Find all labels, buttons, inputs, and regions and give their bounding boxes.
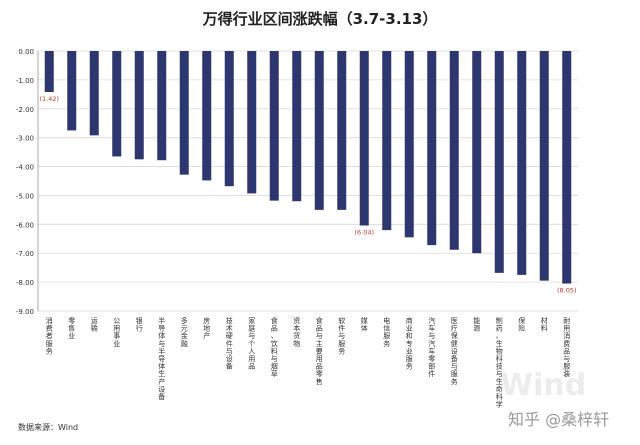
x-tick-label: 电信服务	[383, 316, 390, 348]
x-tick-label: 商业和专业服务	[406, 316, 413, 371]
y-tick-label: -8.00	[16, 279, 34, 287]
x-tick-label: 半导体与半导体生产设备	[158, 316, 165, 401]
data-label: (8.05)	[557, 287, 577, 295]
bar	[157, 51, 167, 161]
bar	[134, 51, 144, 160]
bar	[179, 51, 189, 175]
data-source-note: 数据来源：Wind	[18, 423, 79, 432]
bar	[494, 51, 504, 273]
y-tick-label: -9.00	[16, 308, 34, 316]
wind-watermark: Wind	[500, 368, 587, 403]
x-tick-label: 运输	[91, 317, 98, 333]
y-tick-label: -3.00	[16, 135, 34, 143]
bar	[359, 51, 369, 226]
x-tick-label: 公用事业	[113, 317, 120, 348]
bar	[562, 51, 572, 284]
y-tick-label: -7.00	[16, 250, 34, 258]
bar	[472, 51, 482, 254]
bar	[202, 51, 212, 181]
zhihu-credit: 知乎 @桑梓轩	[508, 410, 610, 429]
data-label: (6.04)	[354, 228, 374, 236]
bar	[224, 51, 234, 187]
bar	[112, 51, 122, 157]
x-tick-label: 汽车与汽车零部件	[428, 316, 435, 378]
x-tick-label: 家庭与个人用品	[248, 316, 255, 371]
bar	[89, 51, 99, 136]
x-tick-label: 多元金融	[181, 316, 188, 348]
bar	[292, 51, 302, 202]
bar	[427, 51, 437, 246]
x-tick-label: 零售业	[68, 317, 75, 340]
bar	[247, 51, 257, 194]
x-tick-label: 医疗保健设备与服务	[451, 317, 458, 386]
data-label: (1.42)	[39, 95, 59, 103]
x-tick-label: 食品与主要用品零售	[316, 316, 323, 386]
bar	[517, 51, 527, 275]
y-tick-label: -6.00	[16, 221, 34, 229]
x-tick-label: 技术硬件与设备	[226, 316, 233, 371]
chart-title: 万得行业区间涨跌幅（3.7-3.13）	[202, 10, 438, 28]
bar	[67, 51, 77, 131]
bar	[337, 51, 347, 210]
x-tick-label: 能源	[473, 316, 480, 333]
y-tick-label: 0.00	[18, 48, 34, 56]
y-tick-label: -4.00	[16, 164, 34, 172]
x-tick-label: 软件与服务	[338, 316, 345, 355]
bar	[404, 51, 414, 238]
x-tick-label: 材料	[541, 316, 548, 333]
x-tick-label: 媒体	[361, 316, 368, 333]
x-tick-label: 消费者服务	[46, 316, 53, 355]
x-tick-label: 保险	[518, 316, 525, 333]
bar	[449, 51, 459, 250]
y-tick-label: -1.00	[16, 77, 34, 85]
bar	[382, 51, 392, 231]
bar	[44, 51, 54, 93]
y-tick-label: -5.00	[16, 192, 34, 200]
x-tick-label: 银行	[136, 316, 143, 333]
x-tick-label: 耐用消费品与服装	[563, 316, 570, 378]
x-tick-label: 食品、饮料与烟草	[271, 316, 278, 378]
x-tick-label: 制药、生物科技与生命科学	[496, 316, 503, 409]
y-tick-label: -2.00	[16, 106, 34, 114]
bar	[314, 51, 324, 210]
bar	[539, 51, 549, 281]
bar	[269, 51, 279, 201]
x-tick-label: 资本货物	[293, 316, 300, 348]
x-tick-label: 房地产	[203, 316, 210, 340]
